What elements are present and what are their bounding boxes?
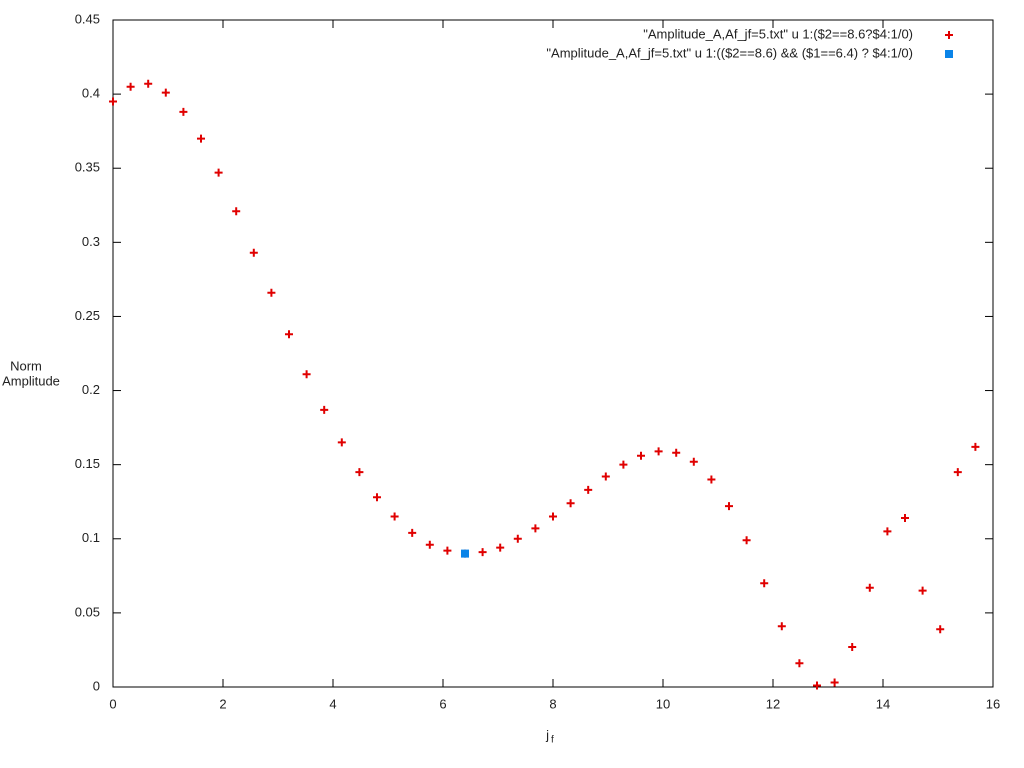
y-tick-label: 0.1 bbox=[82, 530, 100, 545]
point bbox=[214, 168, 223, 177]
point bbox=[161, 88, 170, 97]
x-tick-label: 6 bbox=[439, 696, 446, 711]
point bbox=[637, 451, 645, 460]
point bbox=[619, 460, 628, 469]
point bbox=[285, 330, 293, 339]
point bbox=[302, 370, 311, 379]
point bbox=[971, 442, 980, 451]
y-tick-label: 0.2 bbox=[82, 382, 100, 397]
point bbox=[584, 485, 593, 494]
x-tick-label: 8 bbox=[549, 696, 556, 711]
point bbox=[777, 622, 786, 631]
x-tick-label: 16 bbox=[986, 696, 1000, 711]
point bbox=[883, 527, 892, 536]
point bbox=[742, 536, 751, 545]
point bbox=[918, 586, 927, 595]
point bbox=[232, 207, 241, 216]
point bbox=[443, 546, 452, 555]
x-axis-label-subscript: f bbox=[551, 735, 554, 746]
y-tick-label: 0.05 bbox=[75, 604, 100, 619]
point bbox=[513, 534, 522, 543]
y-tick-label: 0.35 bbox=[75, 160, 100, 175]
x-tick-label: 2 bbox=[219, 696, 226, 711]
point bbox=[760, 579, 769, 588]
point bbox=[126, 82, 135, 91]
point bbox=[320, 405, 329, 414]
point bbox=[707, 475, 716, 484]
point bbox=[672, 448, 681, 457]
y-tick-label: 0.45 bbox=[75, 11, 100, 26]
point bbox=[267, 288, 276, 297]
point bbox=[830, 678, 839, 687]
point bbox=[109, 97, 117, 106]
point bbox=[390, 512, 399, 521]
point bbox=[249, 248, 258, 257]
point bbox=[848, 642, 857, 651]
y-tick-label: 0.25 bbox=[75, 308, 100, 323]
x-axis-label: j bbox=[545, 727, 549, 742]
y-tick-label: 0.15 bbox=[75, 456, 100, 471]
plot-border bbox=[112, 19, 994, 688]
legend-label: "Amplitude_A,Af_jf=5.txt" u 1:(($2==8.6)… bbox=[546, 45, 913, 60]
point bbox=[566, 499, 575, 508]
point bbox=[601, 472, 610, 481]
point bbox=[337, 438, 346, 447]
point bbox=[197, 134, 205, 143]
legend-marker bbox=[945, 50, 953, 58]
point bbox=[425, 540, 434, 549]
y-axis-label: Norm bbox=[10, 358, 42, 373]
point bbox=[654, 447, 663, 456]
x-tick-label: 12 bbox=[766, 696, 780, 711]
point bbox=[953, 468, 962, 477]
point bbox=[408, 528, 417, 537]
point bbox=[355, 468, 364, 477]
point bbox=[865, 583, 874, 592]
point bbox=[496, 543, 505, 552]
x-tick-label: 14 bbox=[876, 696, 890, 711]
point bbox=[531, 524, 540, 533]
point bbox=[936, 625, 945, 634]
legend-label: "Amplitude_A,Af_jf=5.txt" u 1:($2==8.6?$… bbox=[643, 26, 913, 41]
point bbox=[478, 548, 487, 557]
point bbox=[689, 457, 698, 466]
point bbox=[549, 512, 557, 521]
y-tick-label: 0 bbox=[93, 678, 100, 693]
point bbox=[144, 79, 153, 88]
point bbox=[901, 514, 909, 523]
point bbox=[813, 681, 821, 690]
point bbox=[795, 659, 804, 668]
point bbox=[179, 107, 188, 116]
x-tick-label: 0 bbox=[109, 696, 116, 711]
legend-marker bbox=[945, 31, 953, 39]
point bbox=[373, 493, 381, 502]
point bbox=[725, 502, 733, 511]
x-tick-label: 4 bbox=[329, 696, 336, 711]
y-axis-label: Amplitude bbox=[2, 373, 60, 388]
y-tick-label: 0.4 bbox=[82, 86, 100, 101]
x-tick-label: 10 bbox=[656, 696, 670, 711]
point bbox=[461, 549, 469, 558]
y-tick-label: 0.3 bbox=[82, 234, 100, 249]
